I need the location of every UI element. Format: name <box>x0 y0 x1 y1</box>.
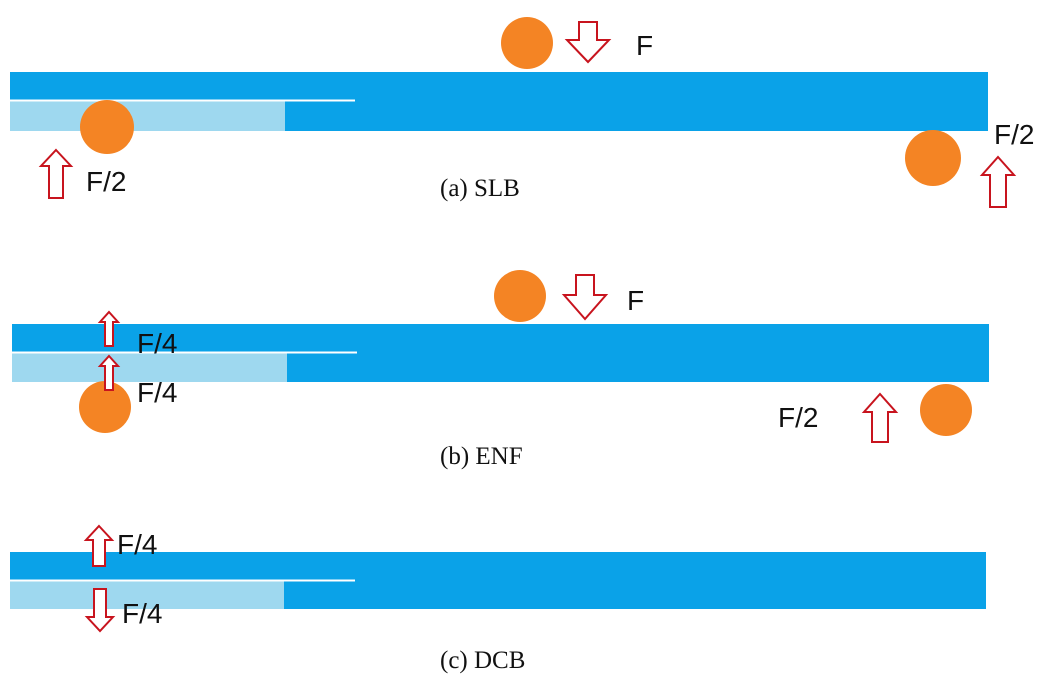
arrow-up-icon <box>38 148 74 199</box>
roller-icon <box>79 381 131 433</box>
arrow-up-icon <box>83 524 115 567</box>
roller-icon <box>80 100 134 154</box>
caption-enf: (b) ENF <box>440 443 523 470</box>
crack-force-label-upper: F/4 <box>137 328 177 359</box>
roller-icon <box>920 384 972 436</box>
roller-icon <box>494 270 546 322</box>
arrow-down-icon <box>564 21 612 64</box>
panel-enf: F F/4 F/4 F/2 (b) ENF <box>12 270 989 470</box>
cracked-arm-slb <box>10 101 285 131</box>
arrow-down-icon <box>84 588 116 633</box>
pull-label-up: F/4 <box>117 529 157 560</box>
caption-dcb: (c) DCB <box>440 647 525 674</box>
arrow-up-icon <box>979 155 1017 208</box>
cracked-arm-dcb <box>10 581 284 609</box>
load-label: F <box>627 285 644 316</box>
arrow-up-icon <box>97 310 121 347</box>
panel-slb: F F/2 F/2 (a) SLB <box>10 17 1034 208</box>
crack-force-label-lower: F/4 <box>137 377 177 408</box>
reaction-label-right: F/2 <box>994 119 1034 150</box>
roller-icon <box>501 17 553 69</box>
roller-icon <box>905 130 961 186</box>
caption-slb: (a) SLB <box>440 175 520 202</box>
arrow-up-icon <box>97 354 121 391</box>
panel-dcb: F/4 F/4 (c) DCB <box>10 524 986 674</box>
arrow-down-icon <box>561 274 609 321</box>
arrow-up-icon <box>861 392 899 443</box>
pull-label-down: F/4 <box>122 598 162 629</box>
reaction-label-right: F/2 <box>778 402 818 433</box>
cracked-arm-enf <box>12 353 287 382</box>
load-label: F <box>636 30 653 61</box>
reaction-label-left: F/2 <box>86 166 126 197</box>
